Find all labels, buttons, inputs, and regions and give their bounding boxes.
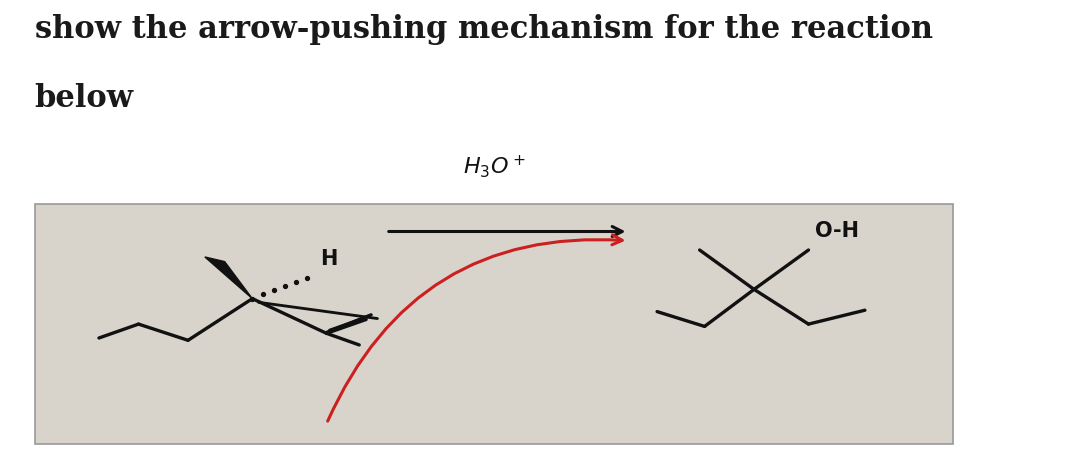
FancyArrowPatch shape (327, 235, 622, 421)
Text: below: below (35, 83, 134, 114)
Polygon shape (205, 257, 253, 299)
Text: show the arrow-pushing mechanism for the reaction: show the arrow-pushing mechanism for the… (35, 14, 933, 45)
Text: $H_3O^+$: $H_3O^+$ (463, 153, 526, 180)
FancyBboxPatch shape (35, 204, 953, 444)
Text: H: H (320, 249, 337, 269)
Text: O-H: O-H (815, 221, 860, 241)
